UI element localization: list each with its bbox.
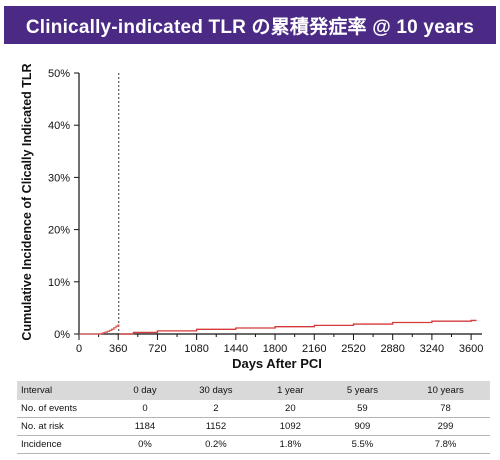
table-cell: 299 [401, 417, 490, 436]
table-cell: 0 [115, 400, 175, 418]
x-tick-label: 2160 [302, 343, 326, 355]
x-tick-label: 0 [76, 343, 82, 355]
x-tick-label: 360 [109, 343, 127, 355]
x-tick-label: 1440 [224, 343, 248, 355]
axes: 0% 10% 20% 30% 40% 50% 0 360 720 1080 1440 1800 2160… [48, 68, 483, 355]
x-tick-label: 720 [148, 343, 166, 355]
y-tick-label: 20% [48, 225, 70, 237]
series-lines [79, 319, 477, 335]
table-cell: 59 [323, 400, 402, 418]
table-cell: 2 [174, 400, 257, 418]
table-cell: 20 [256, 400, 324, 418]
table-row-incidence: Incidence 0% 0.2% 1.8% 5.5% 7.8% [17, 435, 490, 454]
table-cell: No. of events [17, 400, 115, 418]
table-cell: 1.8% [256, 435, 324, 454]
y-tick-label: 0% [54, 329, 70, 341]
risk-table-grid: Interval 0 day 30 days 1 year 5 years 10… [17, 381, 490, 454]
risk-table: Interval 0 day 30 days 1 year 5 years 10… [17, 381, 490, 454]
header-cell-interval: Interval [21, 385, 53, 396]
chart-title-banner: Clinically-indicated TLR の累積発症率 @ 10 yea… [4, 6, 496, 44]
x-tick-label: 2520 [341, 343, 365, 355]
table-header-row: Interval 0 day 30 days 1 year 5 years 10… [17, 381, 490, 400]
table-cell: 1184 [115, 417, 175, 436]
table-cell: 1092 [256, 417, 324, 436]
table-cell: 78 [401, 400, 490, 418]
table-cell: Incidence [17, 435, 115, 454]
header-cell-1-year: 1 year [277, 385, 304, 396]
table-cell: 5.5% [323, 435, 402, 454]
table-cell: No. at risk [17, 417, 115, 436]
x-tick-label: 1080 [184, 343, 208, 355]
table-cell: 0.2% [174, 435, 257, 454]
table-cell: 0% [115, 435, 175, 454]
incidence-chart: Cumulative Incidence of Clically Indicat… [20, 63, 483, 371]
y-tick-label: 50% [48, 68, 70, 80]
header-cell-0-day: 0 day [133, 385, 157, 396]
header-cell-30-days: 30 days [199, 385, 233, 396]
table-row-events: No. of events 0 2 20 59 78 [17, 400, 490, 418]
x-tick-label: 3240 [420, 343, 444, 355]
x-tick-label: 2880 [380, 343, 404, 355]
chart-title: Clinically-indicated TLR の累積発症率 @ 10 yea… [25, 16, 475, 38]
y-tick-label: 10% [48, 277, 70, 289]
x-tick-label: 3600 [459, 343, 483, 355]
y-tick-label: 40% [48, 120, 70, 132]
table-cell: 1152 [174, 417, 257, 436]
table-cell: 7.8% [401, 435, 490, 454]
header-cell-10-years: 10 years [427, 385, 464, 396]
x-tick-label: 1800 [263, 343, 287, 355]
table-row-at-risk: No. at risk 1184 1152 1092 909 299 [17, 417, 490, 436]
header-cell-5-years: 5 years [346, 385, 378, 396]
x-axis-label: Days After PCI [232, 356, 322, 371]
table-cell: 909 [323, 417, 402, 436]
series-line-1 [79, 324, 120, 335]
y-axis-label: Cumulative Incidence of Clically Indicat… [20, 63, 34, 340]
series-line-2 [118, 319, 477, 335]
y-tick-label: 30% [48, 172, 70, 184]
